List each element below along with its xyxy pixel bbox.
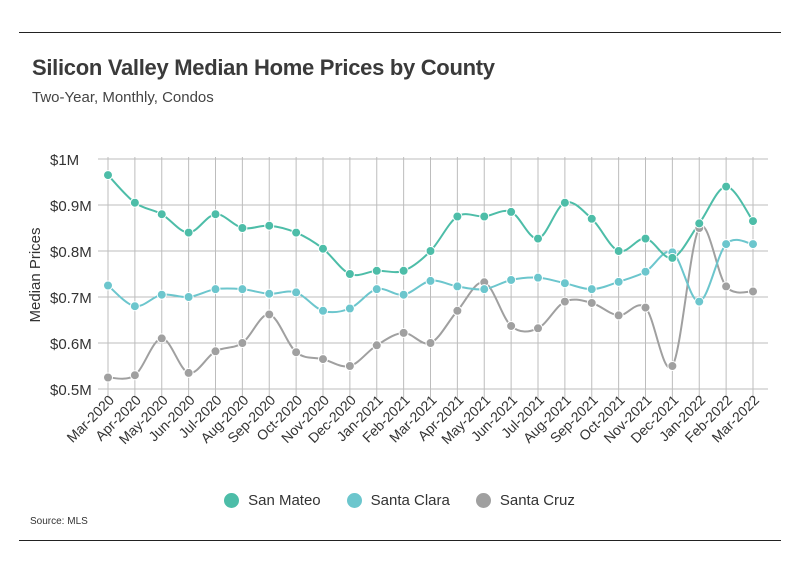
data-point-santa-cruz [559, 296, 570, 307]
data-point-san-mateo [183, 227, 194, 238]
data-point-santa-cruz [640, 302, 651, 313]
data-point-san-mateo [371, 265, 382, 276]
top-rule [19, 32, 781, 33]
y-tick-label: $0.5M [50, 382, 92, 399]
data-point-santa-cruz [586, 297, 597, 308]
chart-subtitle: Two-Year, Monthly, Condos [32, 89, 214, 106]
data-point-santa-cruz [452, 305, 463, 316]
data-point-santa-clara [452, 281, 463, 292]
data-point-santa-clara [640, 266, 651, 277]
y-tick-label: $0.9M [50, 198, 92, 215]
data-point-san-mateo [533, 233, 543, 244]
data-point-santa-clara [559, 278, 570, 289]
data-point-santa-clara [237, 284, 248, 295]
data-point-san-mateo [264, 220, 275, 231]
data-point-santa-clara [748, 239, 758, 250]
data-point-santa-cruz [533, 323, 543, 334]
legend: San Mateo Santa Clara Santa Cruz [0, 492, 799, 509]
data-point-santa-clara [479, 284, 490, 295]
grid-lines [98, 157, 768, 398]
data-point-santa-clara [183, 292, 194, 302]
data-point-santa-cruz [506, 320, 517, 331]
y-tick-label: $0.7M [50, 290, 92, 307]
data-point-santa-cruz [425, 338, 436, 348]
data-point-santa-clara [694, 296, 705, 307]
data-point-santa-clara [533, 272, 543, 283]
legend-label: Santa Clara [370, 492, 450, 509]
data-point-san-mateo [156, 209, 167, 220]
data-point-santa-clara [210, 284, 221, 295]
data-point-santa-clara [264, 288, 275, 299]
data-point-san-mateo [129, 197, 140, 208]
data-point-san-mateo [721, 181, 732, 192]
y-axis-label: Median Prices [27, 227, 44, 322]
data-point-san-mateo [103, 170, 113, 181]
data-point-santa-cruz [721, 281, 732, 292]
data-point-santa-clara [506, 274, 517, 285]
data-point-santa-clara [586, 284, 597, 295]
data-point-san-mateo [640, 233, 651, 244]
legend-swatch [475, 493, 491, 508]
data-point-santa-clara [344, 303, 355, 314]
legend-swatch [346, 493, 362, 508]
data-point-san-mateo [506, 206, 517, 217]
data-point-santa-cruz [210, 346, 221, 357]
data-point-santa-cruz [291, 347, 302, 358]
y-tick-label: $1M [50, 152, 79, 169]
bottom-rule [19, 540, 781, 541]
data-point-santa-cruz [667, 361, 678, 371]
source-note: Source: MLS [30, 516, 88, 527]
data-point-san-mateo [398, 265, 409, 276]
y-tick-label: $0.6M [50, 336, 92, 353]
axis-tick-labels: $1M$0.9M$0.8M$0.7M$0.6M$0.5MMar-2020Apr-… [50, 152, 762, 447]
data-point-san-mateo [425, 246, 436, 256]
data-point-santa-cruz [183, 367, 194, 378]
data-point-santa-cruz [103, 372, 113, 383]
data-point-san-mateo [613, 246, 624, 256]
data-point-san-mateo [237, 223, 248, 233]
data-point-santa-cruz [398, 327, 409, 338]
data-point-santa-cruz [318, 354, 328, 365]
data-point-san-mateo [748, 216, 758, 227]
legend-label: Santa Cruz [499, 492, 575, 509]
data-point-santa-cruz [129, 370, 140, 381]
data-point-san-mateo [479, 211, 490, 222]
legend-item-santa-clara: Santa Clara [346, 492, 450, 509]
data-point-santa-cruz [748, 286, 758, 297]
data-point-san-mateo [318, 243, 328, 254]
data-point-san-mateo [667, 252, 678, 263]
data-point-santa-cruz [237, 338, 248, 348]
data-point-san-mateo [344, 269, 355, 279]
data-point-san-mateo [586, 213, 597, 224]
data-point-santa-cruz [371, 340, 382, 351]
data-point-santa-clara [103, 280, 113, 291]
series-points [103, 170, 758, 383]
data-point-santa-cruz [613, 310, 624, 321]
data-point-santa-clara [425, 275, 436, 286]
data-point-san-mateo [291, 227, 302, 238]
data-point-san-mateo [210, 209, 221, 220]
data-point-santa-clara [613, 276, 624, 287]
data-point-san-mateo [694, 218, 705, 229]
data-point-santa-clara [721, 239, 732, 250]
y-tick-label: $0.8M [50, 244, 92, 261]
legend-item-santa-cruz: Santa Cruz [475, 492, 575, 509]
data-point-santa-cruz [344, 361, 355, 371]
legend-swatch [224, 493, 240, 508]
data-point-santa-cruz [264, 309, 275, 320]
data-point-san-mateo [452, 211, 463, 222]
legend-item-san-mateo: San Mateo [224, 492, 321, 509]
chart-title: Silicon Valley Median Home Prices by Cou… [32, 55, 495, 80]
data-point-santa-clara [371, 284, 382, 295]
data-point-santa-clara [398, 289, 409, 300]
data-point-santa-clara [318, 305, 328, 316]
data-point-santa-clara [156, 289, 167, 300]
data-point-san-mateo [559, 197, 570, 208]
data-point-santa-clara [291, 287, 302, 298]
data-point-santa-cruz [156, 333, 167, 344]
data-point-santa-clara [129, 301, 140, 312]
legend-label: San Mateo [248, 492, 321, 509]
